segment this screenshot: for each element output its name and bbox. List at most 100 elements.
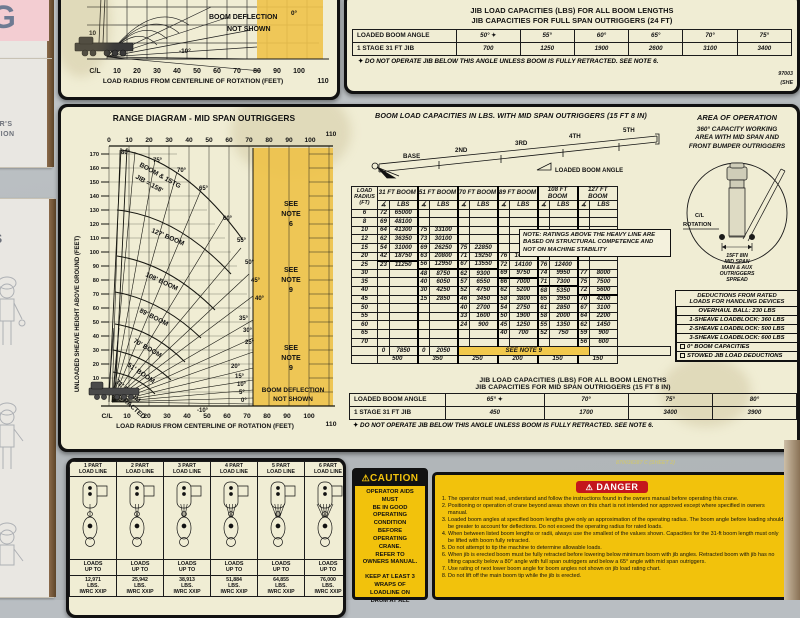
boom-lbs-cell-c108: 5350 — [549, 285, 578, 296]
svg-text:170: 170 — [90, 152, 99, 158]
svg-text:130: 130 — [90, 208, 99, 214]
checkbox-icon[interactable] — [680, 343, 685, 349]
boom-angle-cell-c89: 45 — [496, 320, 510, 330]
svg-text:6: 6 — [289, 221, 293, 228]
boom-lbs-cell-c89: 1900 — [509, 311, 538, 322]
boom-angle-cell-c31: 72 — [377, 208, 390, 219]
svg-text:100: 100 — [303, 413, 315, 420]
sub-lbs-108: LBS — [549, 200, 578, 210]
svg-text:10: 10 — [123, 413, 131, 420]
boom-lbs-cell-c108: 3950 — [549, 294, 578, 305]
svg-text:10: 10 — [93, 376, 99, 382]
weight-70: 250 — [456, 354, 498, 365]
boom-angle-cell-c51: 48 — [416, 268, 430, 279]
table-row: LOADED BOOM ANGLE 50° ✦ 55° 60° 65° 70° … — [352, 29, 793, 43]
deductions-title-1: DEDUCTIONS FROM RATED — [697, 292, 777, 299]
svg-text:80: 80 — [93, 278, 99, 284]
table-row: 60 24 900 45 1250 55 1350 62 1450 — [351, 320, 671, 330]
svg-text:C/L: C/L — [102, 413, 113, 420]
boom-angle-cell-c51: 40 — [416, 277, 430, 287]
svg-text:MID SPAN: MID SPAN — [725, 259, 750, 265]
boom-lbs-cell-c108: 2850 — [549, 303, 578, 313]
checkbox-row-stowed-jib[interactable]: STOWED JIB LOAD DEDUCTIONS — [676, 352, 797, 362]
boom-section-base: BASE — [403, 153, 420, 160]
boom-angle-cell-c51: 73 — [416, 234, 430, 244]
boom-angle-cell-c89: 66 — [496, 277, 510, 287]
svg-text:55°: 55° — [237, 238, 247, 244]
boom-lbs-cell-c31: 31000 — [389, 242, 418, 253]
svg-text:50: 50 — [205, 137, 213, 144]
boom-lbs-cell-c31 — [389, 285, 418, 296]
svg-text:60°: 60° — [223, 216, 233, 222]
reeving-diagram-1-part — [69, 476, 117, 560]
col-header-89ft: 89 FT BOOM — [496, 186, 538, 201]
load-radius-cell: 60 — [351, 320, 378, 330]
jib-fs-angle-2: 60° — [573, 29, 630, 43]
boom-lbs-cell-c70 — [469, 225, 498, 236]
svg-text:NOTE: NOTE — [281, 355, 301, 362]
svg-text:90: 90 — [273, 68, 281, 75]
boom-schematic: BASE 2ND 3RD 4TH 5TH LOADED BOOM ANGLE — [371, 127, 660, 179]
cl-label-1: C/L — [695, 213, 705, 219]
jib-fs-cap-4: 3100 — [682, 42, 738, 56]
boom-angle-cell-c70 — [456, 234, 470, 244]
svg-text:80: 80 — [265, 137, 273, 144]
svg-text:30: 30 — [93, 348, 99, 354]
svg-text:NOTE: NOTE — [281, 211, 301, 218]
reeving-header-3-part: 3 PART LOAD LINE — [163, 461, 211, 477]
boom-section-2nd: 2ND — [455, 147, 468, 154]
boom-angle-cell-c89: 54 — [496, 303, 510, 313]
sub-lbs-31: LBS — [389, 200, 418, 210]
boom-angle-cell-c89 — [496, 225, 510, 236]
checkbox-icon[interactable] — [680, 353, 685, 359]
caution-line-2: WRAPS OF — [374, 581, 406, 588]
boom-lbs-cell-c31 — [389, 303, 418, 313]
aoo-subtitle-2: AREA WITH MID SPAN AND — [695, 134, 779, 142]
svg-text:70: 70 — [233, 68, 241, 75]
star-icon: ✦ — [497, 395, 503, 403]
boom-lbs-cell-c89 — [509, 208, 538, 219]
boom-lbs-cell-c70 — [469, 208, 498, 219]
boom-lbs-cell-c108: 2000 — [549, 311, 578, 322]
svg-text:0: 0 — [107, 137, 111, 144]
svg-text:160: 160 — [90, 166, 99, 172]
boom-lbs-cell-c70: 22850 — [469, 242, 498, 253]
svg-text:NOT SHOWN: NOT SHOWN — [227, 26, 271, 33]
reeving-diagram-row — [69, 476, 343, 560]
boom-lbs-cell-c89: 14100 — [509, 260, 538, 270]
danger-item: When between listed boom lengths or radi… — [448, 531, 784, 544]
boom-angle-cell-c89 — [496, 217, 510, 227]
jib-fs-row-label-1: LOADED BOOM ANGLE — [352, 29, 457, 43]
boom-lbs-cell-c70: 1600 — [469, 311, 498, 322]
paper-letter: G — [0, 0, 17, 35]
svg-text:SEE: SEE — [284, 345, 298, 352]
boom-lbs-cell-c31 — [389, 328, 418, 339]
boom-angle-cell-c51 — [416, 328, 430, 339]
load-radius-cell: 30 — [351, 268, 378, 279]
sub-lbs-89: LBS — [509, 200, 538, 210]
boom-lbs-cell-c31: 48100 — [389, 217, 418, 227]
load-radius-cell: 50 — [351, 303, 378, 313]
svg-text:-10°: -10° — [197, 408, 209, 414]
boom-angle-cell-c70: 52 — [456, 285, 470, 296]
svg-text:110: 110 — [317, 78, 328, 85]
svg-text:40°: 40° — [255, 296, 265, 302]
sub-angle-31: ∡ — [377, 200, 390, 210]
caution-line: MUST — [381, 496, 399, 503]
load-radius-cell: 45 — [351, 294, 378, 305]
min-angle-row: 0 7850 0 2050 SEE NOTE 9 — [351, 346, 671, 356]
boom-lbs-cell-c108: 12400 — [549, 260, 578, 270]
boom-angle-cell-c31: 23 — [377, 260, 390, 270]
boom-angle-cell-c31 — [377, 337, 390, 348]
svg-text:127' BOOM: 127' BOOM — [150, 227, 185, 247]
boom-lbs-cell-c127: 2200 — [589, 311, 618, 322]
paper-edge — [49, 199, 56, 597]
svg-text:75°: 75° — [153, 158, 163, 164]
checkbox-row-0deg-boom[interactable]: 0° BOOM CAPACITIES — [676, 342, 797, 353]
reeving-plate: 1 PART LOAD LINE 2 PART LOAD LINE 3 PART LOAD… — [66, 458, 346, 618]
table-row: LOADED BOOM ANGLE 65° ✦ 70° 75° 80° — [349, 393, 797, 407]
boom-lbs-cell-c51 — [429, 208, 458, 219]
boom-lbs-cell-c127: 1450 — [589, 320, 618, 330]
